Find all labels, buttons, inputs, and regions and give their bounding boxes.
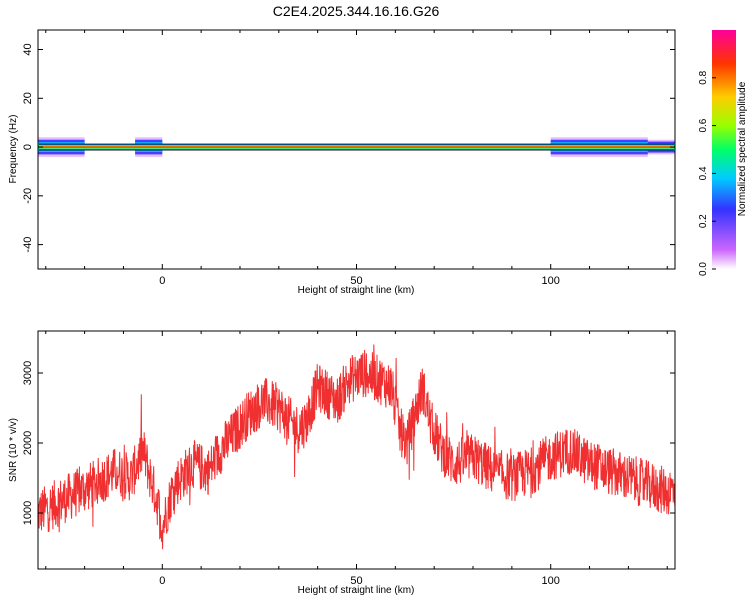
y-tick-label: 0: [22, 144, 34, 150]
y-tick-label: 3000: [22, 361, 34, 385]
spectrogram-y-axis-label: Frequency (Hz): [8, 115, 19, 184]
figure-title: C2E4.2025.344.16.16.G26: [273, 3, 440, 19]
x-tick-label: 100: [542, 575, 560, 587]
x-tick-label: 100: [542, 275, 560, 287]
x-tick-label: 50: [350, 575, 362, 587]
x-tick-label: 0: [159, 575, 165, 587]
snr-series-line: [37, 344, 676, 550]
heatmap-core-band: [39, 146, 674, 148]
snr-x-axis-label: Height of straight line (km): [298, 585, 415, 596]
x-tick-label: 0: [159, 275, 165, 287]
colorbar-tick-label: 0.0: [698, 262, 709, 276]
x-tick-label: 50: [350, 275, 362, 287]
heatmap-band: [38, 137, 675, 157]
y-tick-label: -40: [22, 237, 34, 253]
snr-y-axis-label: SNR (10 * v/v): [8, 418, 19, 482]
snr-ticks: 0 50 100 1000 2000 3000: [22, 331, 675, 587]
colorbar-tick-label: 0.6: [698, 118, 709, 132]
y-tick-label: 1000: [22, 501, 34, 525]
spectrogram-panel: 0 50 100 -40 -20 0 20 40 Height of straight lin…: [8, 29, 676, 296]
colorbar-tick-label: 0.8: [698, 70, 709, 84]
colorbar-tick-label: 0.2: [698, 214, 709, 228]
colorbar-label: Normalized spectral amplitude: [737, 81, 748, 216]
colorbar-gradient: [712, 30, 736, 269]
y-tick-label: 40: [22, 43, 34, 55]
snr-panel: 0 50 100 1000 2000 3000 Height of straight li…: [8, 330, 676, 596]
y-tick-label: 2000: [22, 431, 34, 455]
y-tick-label: -20: [22, 188, 34, 204]
spectrogram-ticks: 0 50 100 -40 -20 0 20 40: [22, 30, 675, 287]
colorbar: 0.0 0.2 0.4 0.6 0.8 Normalized spectral ampl…: [698, 30, 748, 276]
spectrogram-x-axis-label: Height of straight line (km): [298, 285, 415, 296]
y-tick-label: 20: [22, 92, 34, 104]
colorbar-ticks: 0.0 0.2 0.4 0.6 0.8: [698, 70, 716, 276]
colorbar-tick-label: 0.4: [698, 166, 709, 180]
